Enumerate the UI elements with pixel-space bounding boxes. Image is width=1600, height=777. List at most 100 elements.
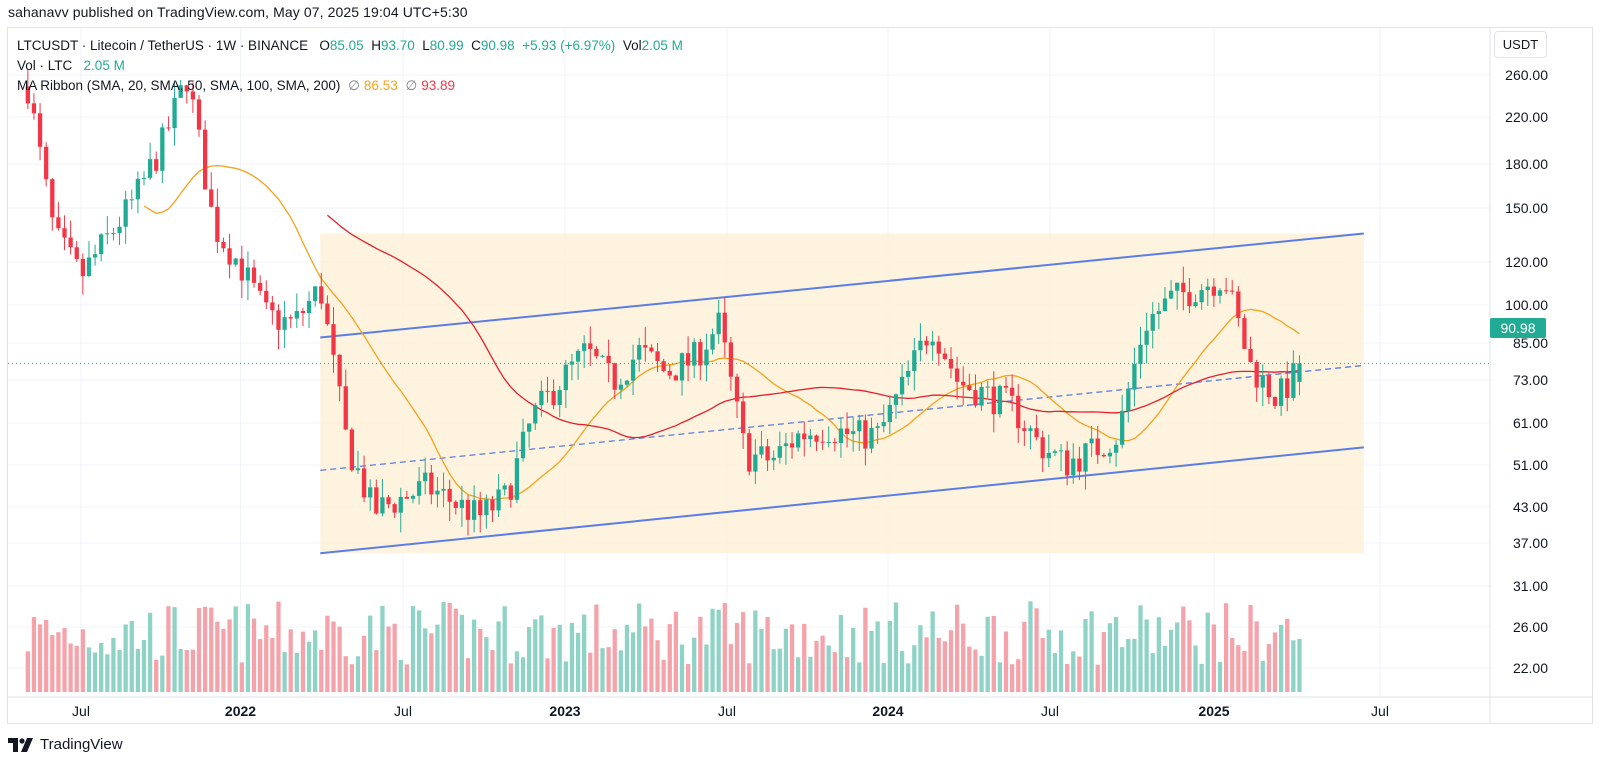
candle-down xyxy=(361,468,367,498)
volume-bar-down xyxy=(606,647,611,692)
candle-up xyxy=(147,159,153,178)
volume-bar-down xyxy=(239,662,244,692)
volume-bar-up xyxy=(704,644,709,692)
candle-up xyxy=(1132,363,1137,390)
volume-bar-down xyxy=(300,631,306,692)
volume-bar-down xyxy=(270,637,275,692)
volume-bar-up xyxy=(172,607,177,692)
symbol-title[interactable]: LTCUSDT · Litecoin / TetherUS · 1W · BIN… xyxy=(17,38,309,53)
candle-up xyxy=(1089,438,1094,444)
volume-bar-down xyxy=(661,659,666,692)
legend-ma-row[interactable]: MA Ribbon (SMA, 20, SMA, 50, SMA, 100, S… xyxy=(17,76,683,96)
candle-down xyxy=(68,237,73,248)
volume-bar-down xyxy=(258,639,263,692)
tradingview-logo-icon xyxy=(8,737,33,752)
candle-down xyxy=(820,441,825,443)
candle-down xyxy=(239,258,244,281)
volume-bar-up xyxy=(918,625,923,692)
candle-up xyxy=(906,370,911,377)
volume-bar-up xyxy=(520,657,526,692)
candle-down xyxy=(667,370,672,376)
close-value: 90.98 xyxy=(480,38,515,53)
volume-bar-up xyxy=(1297,639,1302,692)
volume-bar-up xyxy=(906,663,911,692)
volume-bar-up xyxy=(368,615,373,692)
volume-bar-up xyxy=(997,662,1003,692)
price-tick-label: 73.00 xyxy=(1513,372,1548,388)
candle-up xyxy=(398,496,403,513)
volume-bar-down xyxy=(1095,664,1100,692)
ma-ribbon-label: MA Ribbon (SMA, 20, SMA, 50, SMA, 100, S… xyxy=(17,78,341,93)
candle-down xyxy=(814,435,819,442)
candle-down xyxy=(429,472,434,495)
volume-bar-down xyxy=(1016,659,1021,692)
candle-up xyxy=(1120,410,1125,445)
candle-down xyxy=(1022,428,1027,431)
volume-bar-down xyxy=(698,616,703,692)
volume-bar-down xyxy=(673,611,679,692)
candle-up xyxy=(1175,282,1180,291)
volume-bar-up xyxy=(1217,661,1223,692)
volume-bar-up xyxy=(1162,645,1168,692)
candle-up xyxy=(410,495,416,499)
legend-volume-row[interactable]: Vol · LTC 2.05 M xyxy=(17,56,683,76)
candle-up xyxy=(985,386,990,388)
candle-down xyxy=(154,159,159,171)
candle-down xyxy=(1236,291,1241,319)
volume-bar-up xyxy=(893,602,899,692)
candles xyxy=(25,69,1302,536)
currency-button[interactable]: USDT xyxy=(1494,31,1547,58)
volume-bar-down xyxy=(80,629,85,692)
candle-down xyxy=(594,348,599,357)
volume-bar-down xyxy=(967,646,972,692)
volume-bar-down xyxy=(209,607,214,692)
volume-bar-down xyxy=(25,651,30,692)
candle-up xyxy=(851,431,856,435)
candle-down xyxy=(728,342,734,377)
candle-down xyxy=(655,351,660,362)
volume-bar-down xyxy=(221,628,226,692)
volume-bar-up xyxy=(539,615,544,692)
volume-bar-up xyxy=(1089,611,1094,692)
time-tick-label: Jul xyxy=(394,703,412,719)
candle-down xyxy=(343,386,348,430)
candle-down xyxy=(1040,437,1045,459)
volume-bar-up xyxy=(129,621,134,692)
volume-bar-up xyxy=(1113,617,1119,692)
volume-bar-down xyxy=(325,615,330,692)
volume-bar-up xyxy=(1046,629,1051,692)
candle-down xyxy=(606,355,611,364)
volume-bar-up xyxy=(710,608,715,692)
volume-bar-up xyxy=(857,662,862,692)
candle-up xyxy=(111,233,116,235)
volume-bar-down xyxy=(1223,603,1229,692)
candle-down xyxy=(649,347,654,352)
low-label: L xyxy=(422,38,430,53)
candle-up xyxy=(141,177,147,179)
candle-down xyxy=(1211,286,1217,296)
candle-up xyxy=(368,487,373,498)
candle-up xyxy=(423,472,428,482)
candle-down xyxy=(166,127,171,129)
volume-bar-down xyxy=(1003,631,1009,692)
time-tick-label: 2025 xyxy=(1198,703,1229,719)
price-tick-label: 61.00 xyxy=(1513,415,1548,431)
volume-bar-up xyxy=(679,644,685,692)
volume-bar-up xyxy=(838,614,844,692)
candle-up xyxy=(105,233,110,235)
candle-down xyxy=(447,488,452,502)
candle-up xyxy=(435,490,440,495)
time-tick-label: Jul xyxy=(72,703,90,719)
candle-down xyxy=(62,228,67,238)
candle-up xyxy=(899,376,905,395)
vol-indicator-label: Vol · LTC xyxy=(17,58,73,73)
volume-bar-down xyxy=(478,628,483,692)
volume-bar-down xyxy=(429,633,434,692)
candle-up xyxy=(1291,363,1296,398)
footer-brand[interactable]: TradingView xyxy=(8,736,123,753)
candle-down xyxy=(863,420,868,449)
price-tick-label: 180.00 xyxy=(1505,156,1548,172)
volume-bar-up xyxy=(514,651,520,692)
candle-down xyxy=(1034,428,1039,438)
